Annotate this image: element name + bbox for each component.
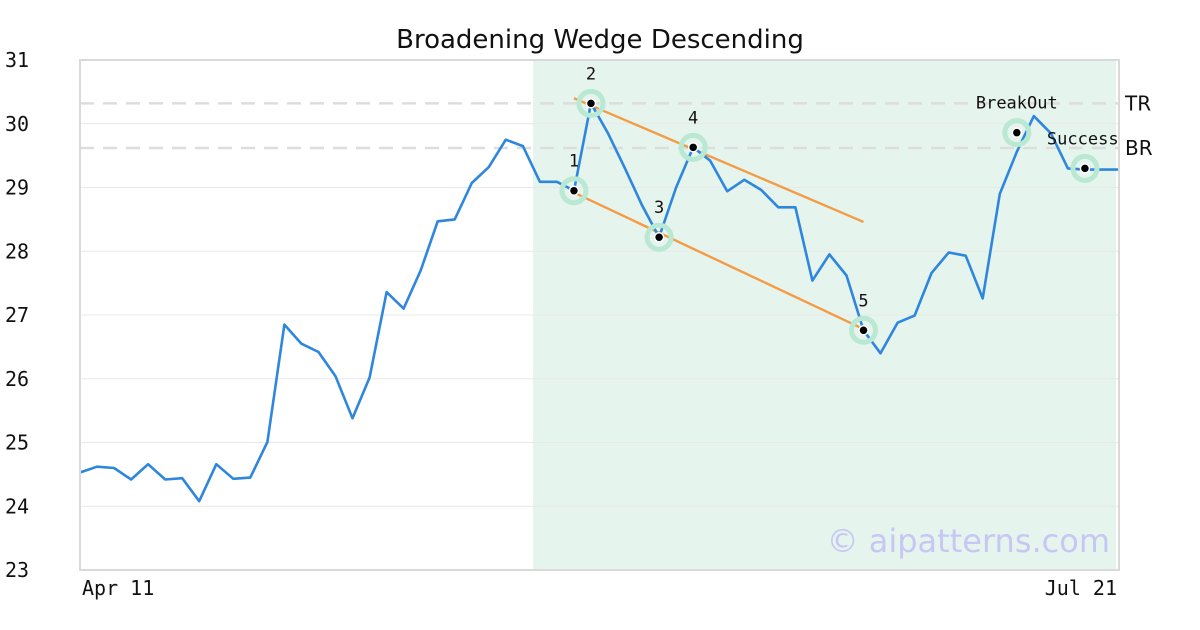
pattern-points: 1 2 3 4 5 BreakOut Success (559, 64, 1119, 345)
point-marker (568, 185, 580, 196)
point-marker (585, 98, 597, 109)
price-line (79, 102, 1119, 503)
grid (80, 59, 1119, 571)
point-label: 5 (858, 291, 868, 311)
x-tick-label: Apr 11 (82, 576, 154, 600)
point-highlight (559, 176, 589, 206)
point-label: 1 (569, 152, 579, 172)
reference-lines: TR BR (80, 91, 1153, 160)
point-label: 4 (688, 108, 698, 128)
trendlines (573, 97, 865, 331)
watermark: © aipatterns.com (827, 522, 1110, 560)
point-marker (858, 325, 869, 336)
plot-frame (79, 59, 1120, 571)
chart-title: Broadening Wedge Descending (396, 25, 804, 55)
y-tick-label: 30 (5, 112, 29, 136)
y-tick-label: 23 (5, 558, 29, 582)
y-tick-label: 26 (5, 367, 29, 391)
y-tick-label: 27 (5, 303, 29, 327)
y-tick-label: 24 (5, 494, 29, 518)
trendline (573, 97, 864, 224)
y-tick-label: 31 (5, 48, 29, 72)
point-label: 2 (586, 64, 596, 84)
point-marker (1011, 127, 1023, 138)
point-marker (687, 142, 699, 153)
point-highlight (1070, 153, 1100, 183)
point-highlight (576, 88, 606, 118)
y-tick-label: 25 (5, 431, 29, 455)
point-marker (1079, 163, 1091, 174)
y-tick-label: 28 (5, 239, 29, 263)
point-marker (653, 231, 665, 243)
point-highlight (1002, 118, 1032, 148)
point-label: BreakOut (976, 94, 1058, 114)
y-axis: 23 24 25 26 27 28 29 30 31 (5, 48, 29, 582)
point-highlight (849, 315, 879, 345)
reference-label: BR (1125, 136, 1153, 160)
point-highlight (644, 222, 674, 252)
y-tick-label: 29 (5, 176, 29, 200)
trendline (573, 191, 865, 331)
x-axis: Apr 11 Jul 21 (82, 576, 1117, 600)
point-label: 3 (654, 198, 664, 218)
x-tick-label: Jul 21 (1045, 576, 1117, 600)
point-label: Success (1047, 129, 1119, 149)
reference-label: TR (1124, 91, 1151, 115)
point-highlight (678, 132, 708, 162)
